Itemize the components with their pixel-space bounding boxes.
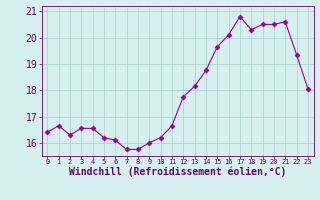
X-axis label: Windchill (Refroidissement éolien,°C): Windchill (Refroidissement éolien,°C) — [69, 166, 286, 177]
